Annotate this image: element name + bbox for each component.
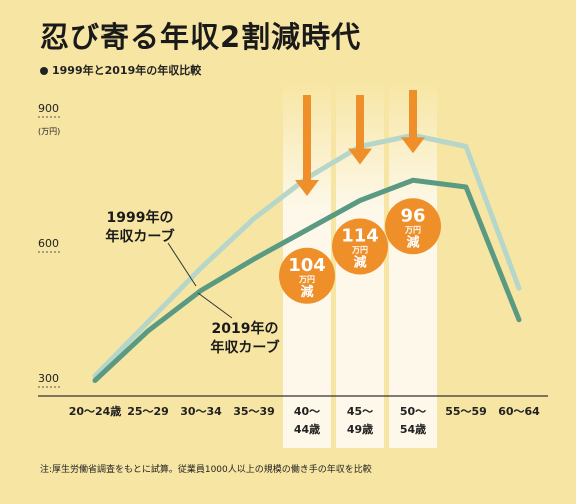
x-tick-label-line2: 54歳	[400, 422, 426, 436]
x-tick-label: 40～	[294, 405, 320, 418]
decrease-badge-unit: 万円	[351, 246, 368, 255]
series-callout-leader	[197, 292, 233, 319]
decrease-badge-label: 減	[406, 234, 419, 250]
x-tick-label: 35～39	[233, 405, 275, 418]
y-tick-label: 300	[38, 372, 59, 385]
y-axis-unit: (万円)	[38, 127, 60, 136]
y-tick-label: 900	[38, 102, 59, 115]
decrease-badge-value: 104	[288, 255, 326, 276]
decrease-arrow	[401, 90, 425, 154]
x-tick-label: 20～24歳	[69, 404, 122, 418]
decrease-badge-label: 減	[353, 255, 366, 271]
series-callout-label: 1999年の	[107, 209, 174, 226]
decrease-badge-value: 114	[341, 226, 379, 247]
x-tick-label: 45～	[347, 405, 373, 418]
decrease-badge-value: 96	[400, 205, 425, 226]
decrease-arrow	[295, 95, 319, 196]
x-tick-label-line2: 44歳	[294, 422, 320, 436]
x-tick-label: 30～34	[180, 405, 222, 418]
page-title: 忍び寄る年収2割減時代	[40, 20, 362, 54]
decrease-arrow	[348, 95, 372, 165]
x-tick-label: 50～	[400, 405, 426, 418]
chart-subtitle-text: 1999年と2019年の年収比較	[52, 64, 202, 77]
chart-subtitle: 1999年と2019年の年収比較	[40, 62, 201, 78]
decrease-badge-unit: 万円	[298, 275, 315, 284]
decrease-badge-circle	[279, 247, 335, 304]
decrease-badge-label: 減	[300, 284, 313, 300]
series-callout-label: 2019年の	[212, 320, 279, 337]
decrease-badge-unit: 万円	[404, 225, 421, 234]
x-tick-label: 55～59	[445, 405, 487, 418]
x-tick-label: 60～64	[498, 405, 540, 418]
bullet-icon	[40, 67, 48, 75]
series-line-2019	[92, 177, 522, 383]
decrease-badge-circle	[332, 218, 388, 275]
series-callout-leader	[167, 242, 197, 287]
footnote: 注:厚生労働省調査をもとに試算。従業員1000人以上の規模の働き手の年収を比較	[40, 465, 372, 475]
y-tick-label: 600	[38, 237, 59, 250]
x-tick-label: 25～29	[127, 405, 169, 418]
x-tick-label-line2: 49歳	[347, 422, 373, 436]
decrease-badge-circle	[385, 198, 441, 255]
series-callout-label-line2: 年収カーブ	[105, 228, 174, 245]
series-callout-label-line2: 年収カーブ	[210, 339, 279, 356]
